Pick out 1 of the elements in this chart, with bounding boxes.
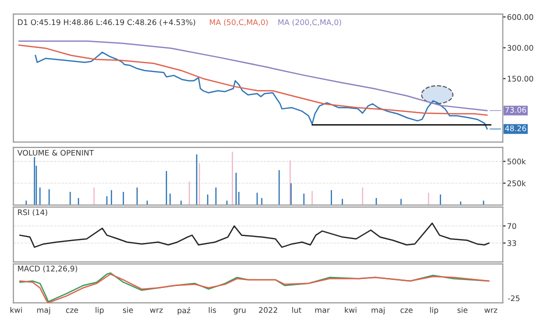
line-series bbox=[19, 222, 490, 248]
